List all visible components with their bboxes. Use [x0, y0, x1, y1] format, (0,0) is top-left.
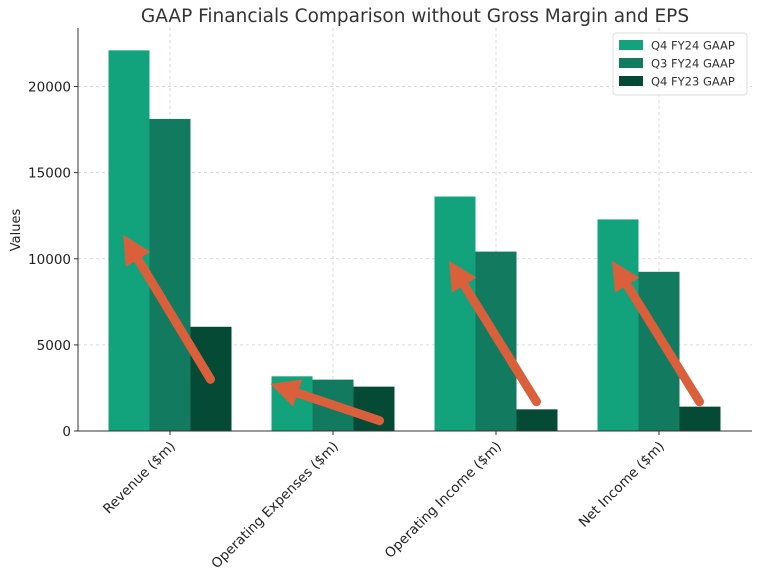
legend-label: Q4 FY24 GAAP [651, 39, 735, 53]
bar-1-3 [434, 196, 476, 431]
legend-box [612, 32, 748, 96]
bar-3-2 [353, 386, 395, 431]
bar-3-3 [516, 409, 558, 431]
trend-arrow [123, 234, 215, 384]
legend-swatch [619, 58, 643, 68]
x-tick-label: Net Income ($m) [576, 439, 668, 531]
trend-arrow [612, 260, 704, 407]
bar-3-4 [679, 406, 721, 431]
trend-arrows [123, 234, 704, 426]
trend-arrow [270, 379, 384, 426]
y-axis-label: Values [9, 209, 24, 252]
legend-label: Q4 FY23 GAAP [651, 75, 735, 89]
y-tick-label: 15000 [28, 166, 71, 182]
legend: Q4 FY24 GAAP Q3 FY24 GAAP Q4 FY23 GAAP [612, 32, 748, 96]
bar-1-1 [108, 50, 150, 432]
legend-label: Q3 FY24 GAAP [651, 57, 735, 71]
bars-group [108, 50, 721, 432]
legend-swatch [619, 76, 643, 86]
bar-2-1 [149, 118, 191, 431]
y-tick-label: 10000 [28, 252, 71, 268]
x-tick-label: Operating Expenses ($m) [208, 439, 341, 572]
y-tick-label: 5000 [37, 338, 71, 354]
trend-arrow [449, 260, 541, 407]
bar-1-2 [271, 376, 313, 431]
y-tick-label: 0 [62, 424, 71, 440]
legend-swatch [619, 40, 643, 50]
y-tick-label: 20000 [28, 80, 71, 96]
x-tick-label: Operating Income ($m) [382, 439, 505, 562]
axes [77, 28, 752, 432]
bar-1-4 [597, 219, 639, 431]
x-tick-label: Revenue ($m) [100, 439, 179, 518]
chart-title: GAAP Financials Comparison without Gross… [141, 6, 689, 27]
